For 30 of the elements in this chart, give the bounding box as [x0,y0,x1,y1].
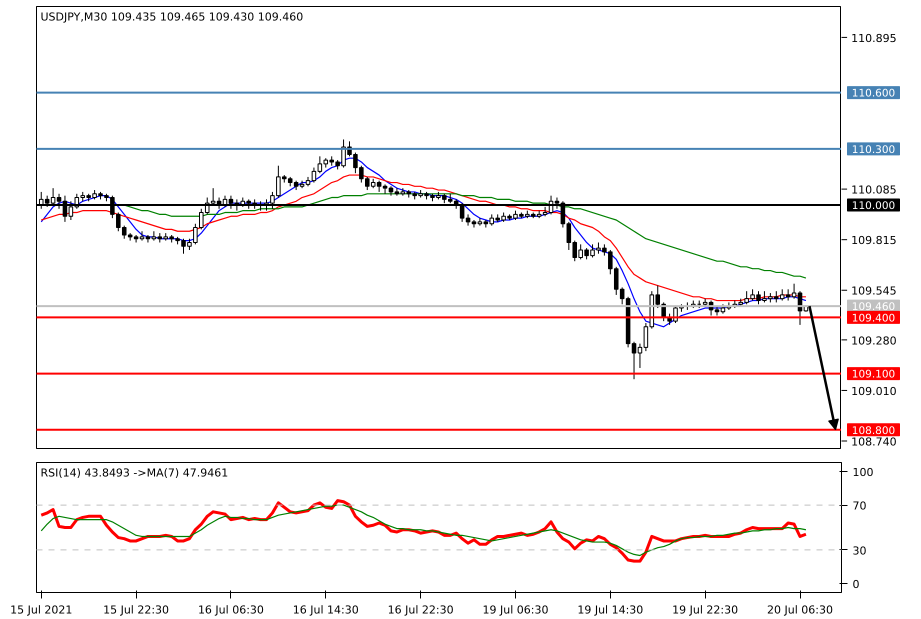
y-tick-label: 109.545 [851,284,897,298]
y-tick-label: 110.085 [851,184,897,197]
line-series [40,504,807,556]
y-tick-label: 110.895 [851,32,897,45]
x-tick-label: 16 Jul 14:30 [292,604,359,616]
ref-line-label: 110.300 [852,144,896,156]
y-tick-label: 109.010 [851,384,897,398]
ref-line-label: 109.460 [852,301,896,314]
x-tick-label: 15 Jul 22:30 [103,604,170,616]
x-tick-label: 19 Jul 14:30 [577,604,644,616]
x-tick-label: 16 Jul 22:30 [388,604,454,616]
x-tick-label: 19 Jul 22:30 [672,604,738,616]
y-tick-label: 100 [852,466,874,479]
y-tick-label: 108.740 [851,436,897,449]
y-tick-label: 70 [852,500,866,513]
x-tick-label: 20 Jul 06:30 [767,604,833,616]
chart-title: USDJPY,M30 109.435 109.465 109.430 109.460 [40,10,304,24]
y-tick-label: 30 [852,544,866,558]
x-tick-label: 15 Jul 2021 [10,604,72,616]
y-tick-label: 109.280 [851,334,897,348]
ref-line-label: 109.100 [852,368,896,381]
x-tick-label: 16 Jul 06:30 [198,604,264,616]
ref-line-label: 108.800 [852,424,896,437]
ref-line-label: 110.000 [852,200,896,212]
y-tick-label: 0 [852,578,860,592]
chart-title: RSI(14) 43.8493 ->MA(7) 47.9461 [40,466,228,480]
ref-line-label: 110.600 [852,88,896,100]
ref-line-label: 109.400 [852,312,896,324]
y-tick-label: 109.815 [851,234,897,248]
x-tick-label: 19 Jul 06:30 [482,604,548,616]
